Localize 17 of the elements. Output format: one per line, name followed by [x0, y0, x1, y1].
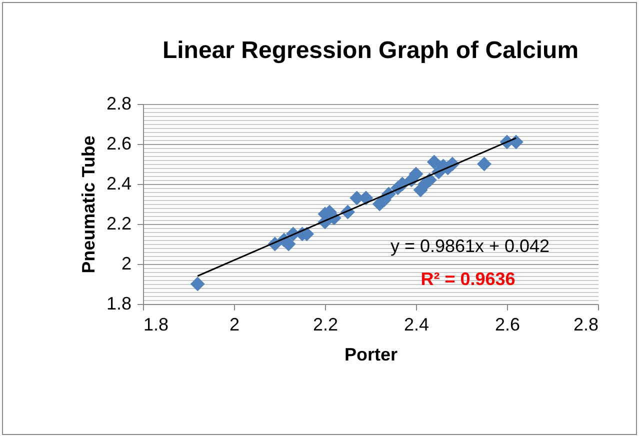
y-tick-label: 2.4 [106, 174, 132, 194]
y-tick-label: 2.8 [106, 94, 132, 114]
x-tick-label: 1.8 [144, 314, 169, 334]
y-tick-label: 2 [121, 254, 132, 274]
x-axis-title: Porter [344, 344, 398, 364]
x-tick-label: 2 [229, 314, 240, 334]
x-tick-label: 2.6 [494, 314, 520, 334]
y-tick-label: 1.8 [106, 294, 132, 314]
y-tick-label: 2.6 [106, 134, 132, 154]
x-tick-label: 2.8 [573, 314, 598, 334]
y-tick-label: 2.2 [106, 214, 132, 234]
chart-title: Linear Regression Graph of Calcium [162, 37, 579, 64]
x-tick-label: 2.2 [312, 314, 338, 334]
x-tick-label: 2.4 [404, 314, 430, 334]
annotation: y = 0.9861x + 0.042 [390, 236, 550, 256]
annotation: R² = 0.9636 [420, 269, 516, 289]
y-axis-title: Pneumatic Tube [78, 136, 98, 274]
